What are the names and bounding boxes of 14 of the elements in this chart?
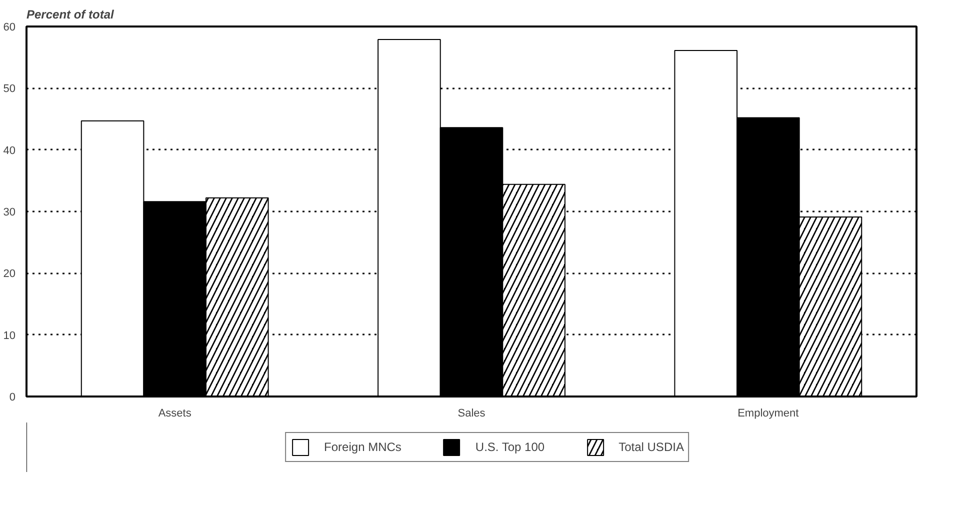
- y-tick-label: 20: [3, 268, 16, 280]
- y-tick-label: 0: [9, 392, 16, 404]
- y-tick-label: 30: [3, 206, 16, 218]
- y-tick-label: 60: [3, 22, 16, 34]
- legend-label: U.S. Top 100: [475, 440, 545, 454]
- legend-label: Total USDIA: [618, 440, 684, 454]
- y-tick-label: 10: [3, 330, 16, 342]
- x-tick-label: Assets: [158, 408, 192, 420]
- x-tick-label: Employment: [738, 408, 799, 420]
- legend-label: Foreign MNCs: [324, 440, 402, 454]
- chart-title: Percent of total: [26, 8, 115, 22]
- y-tick-label: 40: [3, 144, 16, 157]
- x-tick-label: Sales: [458, 408, 486, 420]
- y-tick-label: 50: [3, 83, 16, 96]
